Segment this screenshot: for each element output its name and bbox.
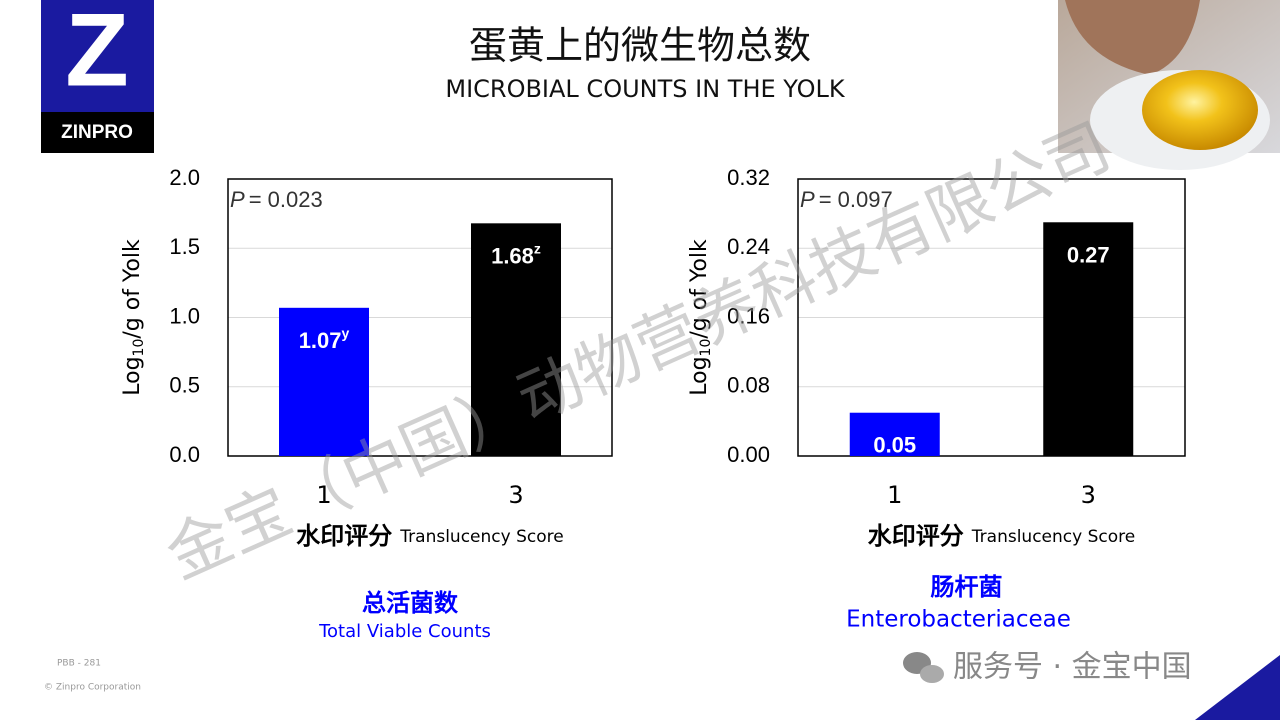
service-tag: 服务号 · 金宝中国 [953,650,1192,685]
caption-cn: 肠杆菌 [931,573,1003,601]
y-axis-label: Log10/g of Yolk [120,239,147,396]
y-tick-label: 0.24 [727,234,770,259]
egg-photo [1058,0,1280,170]
logo-band [41,112,154,153]
x-tick-label: 1 [887,481,902,509]
bar-chart: 0.00 0.08 0.16 0.24 0.32 0.05 1 0.27 3 P = 0.097 Lo… [687,165,1186,633]
footer-code: PBB - 281 [57,659,101,669]
y-tick-label: 0.00 [727,442,770,467]
y-label-base: Log [687,356,712,395]
slide-subtitle: MICROBIAL COUNTS IN THE YOLK [445,75,846,103]
x-tick-label: 3 [508,481,523,509]
y-label-rest: /g of Yolk [120,239,145,339]
bar [471,223,561,456]
caption-cn: 总活菌数 [362,589,459,617]
data-label: 1.68z [491,240,541,268]
bar [1043,222,1134,456]
egg-yolk [1142,70,1258,150]
x-label-en: Translucency Score [399,527,563,547]
y-label-base: Log [120,356,145,395]
p-text: = 0.023 [249,187,323,212]
y-label-sub: 10 [131,339,147,357]
p-value: P = 0.097 [800,187,893,212]
y-tick-label: 0.0 [169,442,200,467]
eggshell [1065,0,1200,75]
data-label-superscript: y [342,325,350,341]
y-tick-label: 0.16 [727,303,770,328]
x-tick-label: 1 [316,481,331,509]
caption-en: Enterobacteriaceae [846,607,1071,633]
corner-accent [1195,655,1280,720]
data-label-value: 1.07 [299,328,342,353]
p-value: P = 0.023 [230,187,323,212]
y-tick-label: 0.08 [727,373,770,398]
x-axis-label: 水印评分 Translucency Score [868,522,1135,550]
x-label-cn: 水印评分 [296,522,392,550]
bar [849,412,940,456]
data-label-value: 0.05 [873,433,916,458]
data-label: 0.05 [873,433,916,458]
logo-text: ZINPRO [61,122,133,143]
p-text: = 0.097 [819,187,893,212]
y-tick-label: 1.0 [169,303,200,328]
y-label-rest: /g of Yolk [687,239,712,339]
icon-bubble [920,665,944,683]
plot-frame [797,178,1186,457]
y-tick-label: 0.5 [169,373,200,398]
data-label: 1.07y [299,325,350,353]
wechat-icon [903,652,944,683]
logo: Z ZINPRO [41,0,154,153]
p-symbol: P [800,187,815,212]
footer-copyright: © Zinpro Corporation [44,683,141,693]
p-symbol: P [230,187,245,212]
y-tick-label: 2.0 [169,165,200,190]
data-label-superscript: z [534,240,541,256]
logo-letter: Z [65,0,129,108]
x-axis-label: 水印评分 Translucency Score [296,522,563,550]
x-label-cn: 水印评分 [868,522,964,550]
slide-title: 蛋黄上的微生物总数 [469,24,811,68]
y-label-sub: 10 [698,339,714,357]
plot-frame [227,178,613,457]
bar [279,307,369,456]
bar-chart: 0.0 0.5 1.0 1.5 2.0 1.07y 1 1.68z 3 P = 0.023 Log10… [120,165,613,642]
y-tick-label: 1.5 [169,234,200,259]
y-axis-label: Log10/g of Yolk [687,239,714,396]
y-tick-label: 0.32 [727,165,770,190]
x-label-en: Translucency Score [971,527,1135,547]
data-label-value: 0.27 [1067,242,1110,267]
x-tick-label: 3 [1081,481,1096,509]
data-label-value: 1.68 [491,243,534,268]
data-label: 0.27 [1067,242,1110,267]
caption-en: Total Viable Counts [318,621,491,642]
